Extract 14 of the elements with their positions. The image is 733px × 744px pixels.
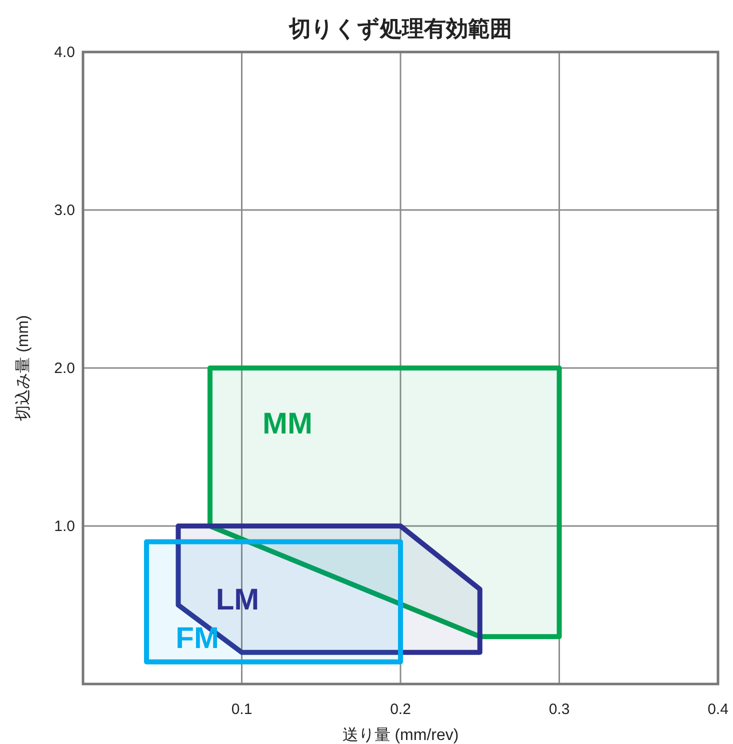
y-tick-label: 1.0 [54,518,75,535]
x-tick-label: 0.2 [390,701,411,718]
x-axis-title: 送り量 (mm/rev) [342,727,459,744]
series-label: LM [216,584,260,617]
y-axis-title: 切込み量 (mm) [14,315,32,421]
x-tick-label: 0.1 [231,701,252,718]
y-tick-label: 2.0 [54,360,75,377]
y-tick-label: 4.0 [54,44,75,61]
series-label: FM [176,622,219,655]
chart-title: 切りくず処理有効範囲 [288,16,512,42]
x-tick-label: 0.3 [548,701,570,718]
x-tick-label: 0.4 [708,701,728,718]
y-tick-label: 3.0 [54,202,75,219]
series-label: MM [262,408,312,441]
